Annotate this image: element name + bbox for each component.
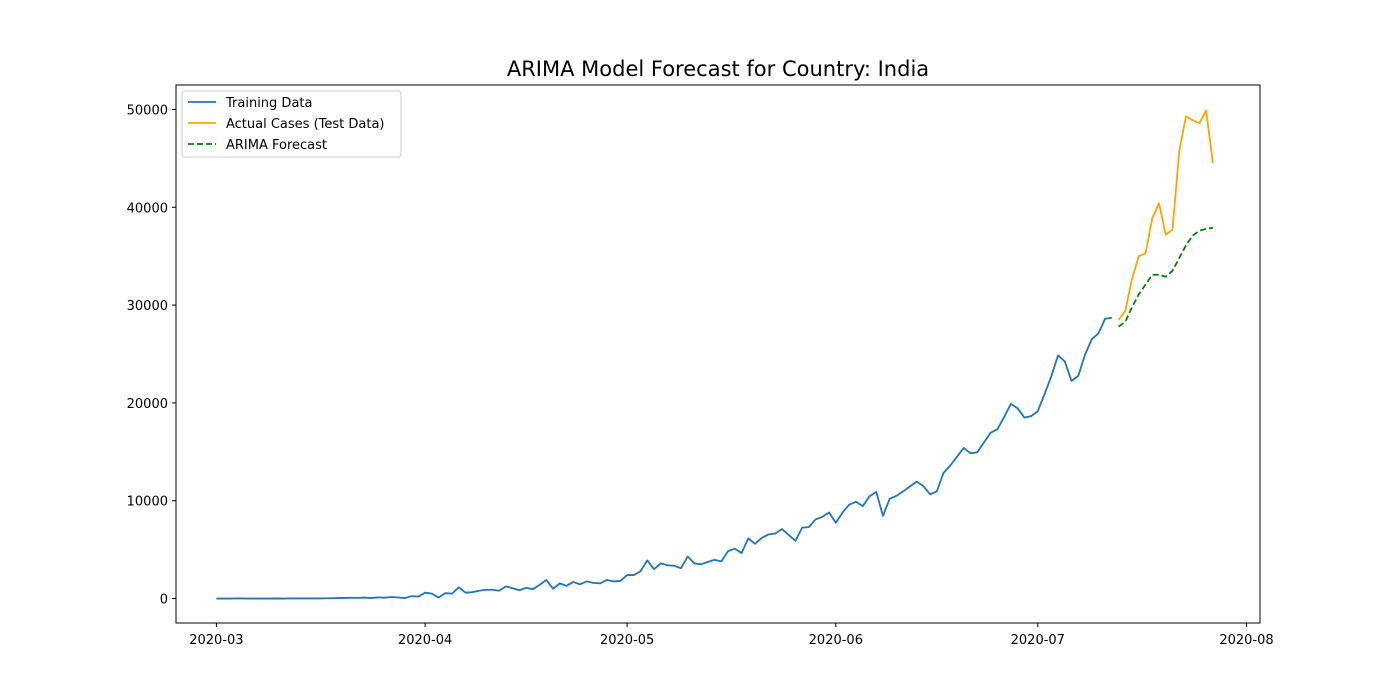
x-tick-label: 2020-06 (809, 633, 863, 648)
x-tick-label: 2020-05 (600, 633, 654, 648)
plot-frame (175, 84, 1261, 624)
y-tick-label: 20000 (127, 397, 168, 412)
x-tick-label: 2020-03 (189, 633, 243, 648)
chart-title: ARIMA Model Forecast for Country: India (507, 57, 929, 81)
y-tick-label: 30000 (127, 299, 168, 314)
series-line-1 (216, 316, 1113, 600)
y-tick-label: 0 (160, 593, 168, 608)
legend-label-3: ARIMA Forecast (226, 138, 327, 153)
legend-label-2: Actual Cases (Test Data) (226, 117, 385, 132)
y-tick-label: 50000 (127, 103, 168, 118)
legend-label-1: Training Data (225, 96, 312, 111)
series-layer (216, 109, 1214, 600)
series-line-3 (1118, 226, 1213, 328)
series-line-2 (1117, 109, 1214, 321)
x-tick-label: 2020-07 (1011, 633, 1065, 648)
y-tick-label: 40000 (127, 201, 168, 216)
y-tick-label: 10000 (127, 495, 168, 510)
x-tick-label: 2020-08 (1219, 633, 1273, 648)
axes-layer: 2020-03 2020-04 2020-05 2020-06 2020-07 2020-… (127, 103, 1274, 648)
legend-box (181, 90, 402, 158)
plot-area (176, 85, 1260, 623)
x-tick-label: 2020-04 (398, 633, 452, 648)
legend: Training Data Actual Cases (Test Data) ARI… (181, 90, 402, 158)
